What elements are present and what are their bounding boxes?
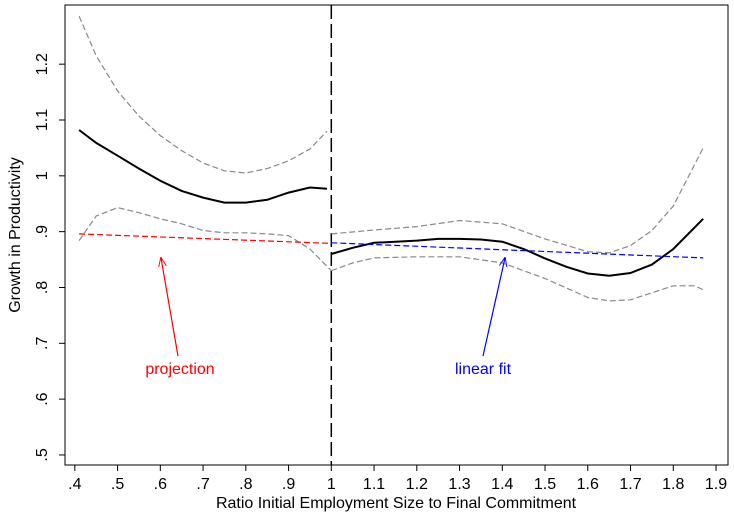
x-tick-label: .9 xyxy=(282,476,295,493)
y-tick-label: 1 xyxy=(34,171,51,180)
y-axis-label: Growth in Productivity xyxy=(7,157,24,313)
x-axis-label: Ratio Initial Employment Size to Final C… xyxy=(216,495,577,512)
plot-frame xyxy=(64,4,729,466)
annotation: linear fit xyxy=(455,361,512,378)
y-tick-label: .6 xyxy=(34,392,51,405)
series-line xyxy=(331,218,704,277)
y-tick-label: 1.1 xyxy=(34,109,51,131)
y-tick-label: .9 xyxy=(34,225,51,238)
annotation: projection xyxy=(145,361,214,378)
x-tick-label: 1 xyxy=(327,476,336,493)
x-tick-label: 1.7 xyxy=(619,476,641,493)
series-line xyxy=(78,129,328,204)
x-tick-label: 1.6 xyxy=(577,476,599,493)
series-line xyxy=(331,147,704,254)
x-tick-label: 1.8 xyxy=(662,476,684,493)
x-tick-label: .7 xyxy=(196,476,209,493)
x-tick-label: 1.3 xyxy=(448,476,470,493)
x-tick-label: 1.2 xyxy=(406,476,428,493)
x-tick-label: .6 xyxy=(154,476,167,493)
series-line xyxy=(331,256,704,302)
series-line xyxy=(331,242,704,259)
x-tick-label: .8 xyxy=(239,476,252,493)
annotation-arrow xyxy=(161,258,179,357)
y-tick-label: 1.2 xyxy=(34,53,51,75)
series-line xyxy=(78,206,332,272)
x-tick-label: .5 xyxy=(111,476,124,493)
y-tick-label: .8 xyxy=(34,281,51,294)
x-tick-label: 1.9 xyxy=(705,476,727,493)
series-line xyxy=(78,15,328,174)
x-tick-label: .4 xyxy=(68,476,81,493)
annotation-arrow xyxy=(482,258,505,357)
x-tick-label: 1.1 xyxy=(363,476,385,493)
x-tick-label: 1.4 xyxy=(491,476,513,493)
series-line xyxy=(79,233,332,244)
x-tick-label: 1.5 xyxy=(534,476,556,493)
y-tick-label: .7 xyxy=(34,337,51,350)
y-tick-label: .5 xyxy=(34,448,51,461)
